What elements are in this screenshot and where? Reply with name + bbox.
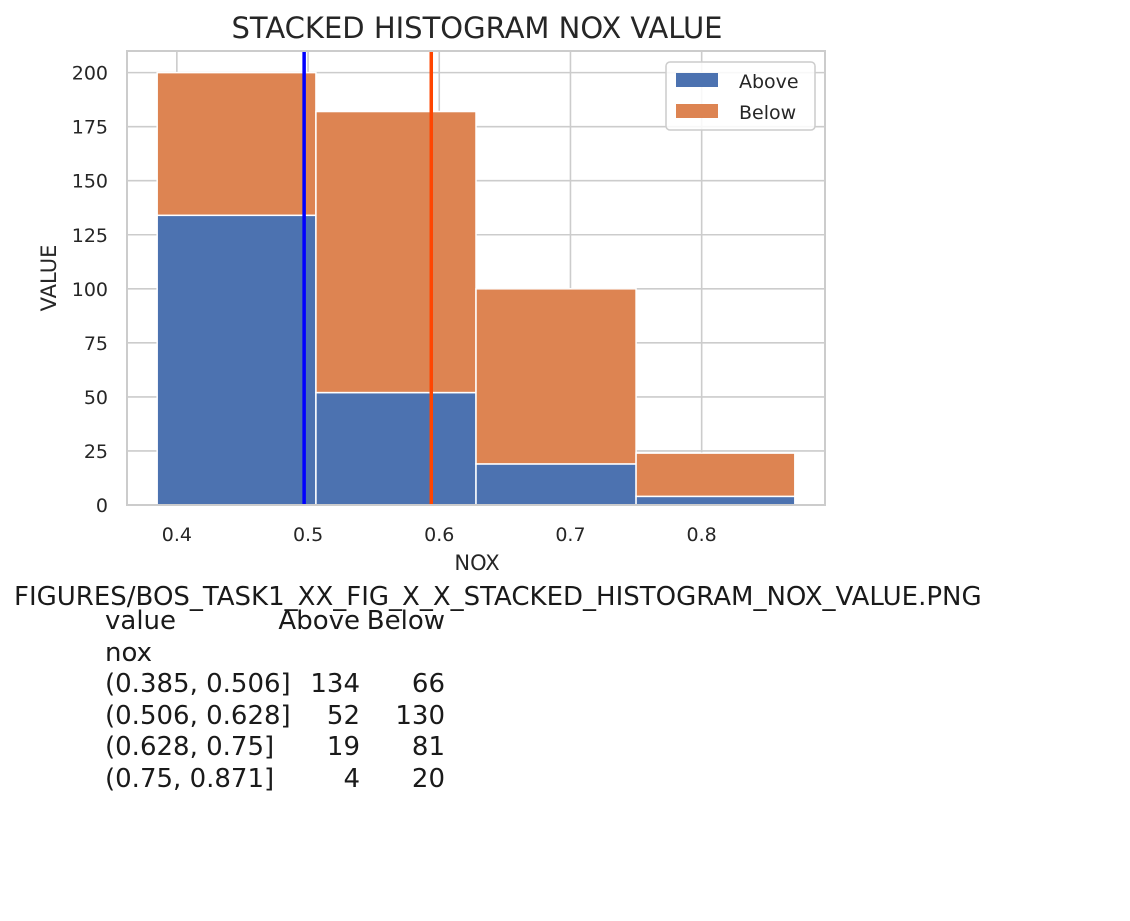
bar-above <box>475 463 637 506</box>
y-tick-label: 25 <box>84 441 108 463</box>
bar-below <box>635 452 796 498</box>
x-tick-labels: 0.4 0.5 0.6 0.7 0.8 <box>162 524 717 546</box>
summary-row: (0.506, 0.628] 52 130 <box>105 701 465 733</box>
summary-above-count: 52 <box>326 700 360 731</box>
chart-title: STACKED HISTOGRAM NOX VALUE <box>231 11 722 45</box>
bar-above <box>635 495 796 506</box>
legend-label-below: Below <box>739 102 796 124</box>
legend-swatch-below <box>676 104 718 118</box>
summary-below-count: 130 <box>395 700 445 731</box>
y-axis-label: VALUE <box>37 245 61 312</box>
bars <box>156 71 796 506</box>
summary-above-count: 4 <box>343 763 360 794</box>
x-tick-label: 0.6 <box>424 524 454 546</box>
reference-lines <box>302 51 434 505</box>
summary-below-count: 20 <box>411 763 445 794</box>
figure-path-caption: FIGURES/BOS_TASK1_XX_FIG_X_X_STACKED_HIS… <box>14 582 982 612</box>
summary-index-name: nox <box>105 637 152 668</box>
bar-above <box>315 391 477 506</box>
summary-bin: (0.385, 0.506] <box>105 669 291 699</box>
x-axis-label: NOX <box>454 551 499 575</box>
bar-below <box>156 71 317 217</box>
y-tick-labels: 0 25 50 75 100 125 150 175 200 <box>72 63 108 517</box>
summary-above-count: 134 <box>310 669 360 699</box>
y-tick-label: 100 <box>72 279 108 301</box>
summary-header-index: value <box>105 606 177 636</box>
summary-row: (0.75, 0.871] 4 20 <box>105 764 465 796</box>
x-tick-label: 0.7 <box>555 524 585 546</box>
summary-index-name-row: nox <box>105 638 465 670</box>
y-tick-label: 125 <box>72 225 108 247</box>
summary-above-count: 19 <box>326 732 360 762</box>
plot-frame <box>126 50 826 506</box>
y-tick-label: 0 <box>96 495 108 517</box>
y-tick-label: 75 <box>84 333 108 355</box>
summary-below-count: 81 <box>411 732 445 762</box>
summary-bin: (0.628, 0.75] <box>105 732 275 762</box>
summary-header-row: value Above Below <box>105 606 465 638</box>
y-tick-label: 150 <box>72 171 108 193</box>
legend-swatch-above <box>676 73 718 87</box>
summary-table: value Above Below nox (0.385, 0.506] 134… <box>105 606 465 795</box>
bar-above <box>156 214 317 506</box>
x-tick-label: 0.5 <box>293 524 323 546</box>
summary-header-above: Above <box>278 606 360 636</box>
bar-below <box>475 288 637 465</box>
x-tick-label: 0.8 <box>687 524 717 546</box>
summary-bin: (0.506, 0.628] <box>105 700 291 731</box>
legend-label-above: Above <box>739 71 799 93</box>
summary-row: (0.385, 0.506] 134 66 <box>105 669 465 701</box>
y-tick-label: 200 <box>72 63 108 85</box>
stacked-histogram-chart: STACKED HISTOGRAM NOX VALUE 0.4 0.5 0.6 0.7… <box>37 11 826 575</box>
summary-below-count: 66 <box>411 669 445 699</box>
summary-bin: (0.75, 0.871] <box>105 763 275 794</box>
x-tick-label: 0.4 <box>162 524 192 546</box>
summary-row: (0.628, 0.75] 19 81 <box>105 732 465 764</box>
bar-below <box>315 110 477 394</box>
legend: Above Below <box>665 61 816 131</box>
y-tick-label: 175 <box>72 117 108 139</box>
summary-header-below: Below <box>366 606 445 636</box>
y-tick-label: 50 <box>84 387 108 409</box>
